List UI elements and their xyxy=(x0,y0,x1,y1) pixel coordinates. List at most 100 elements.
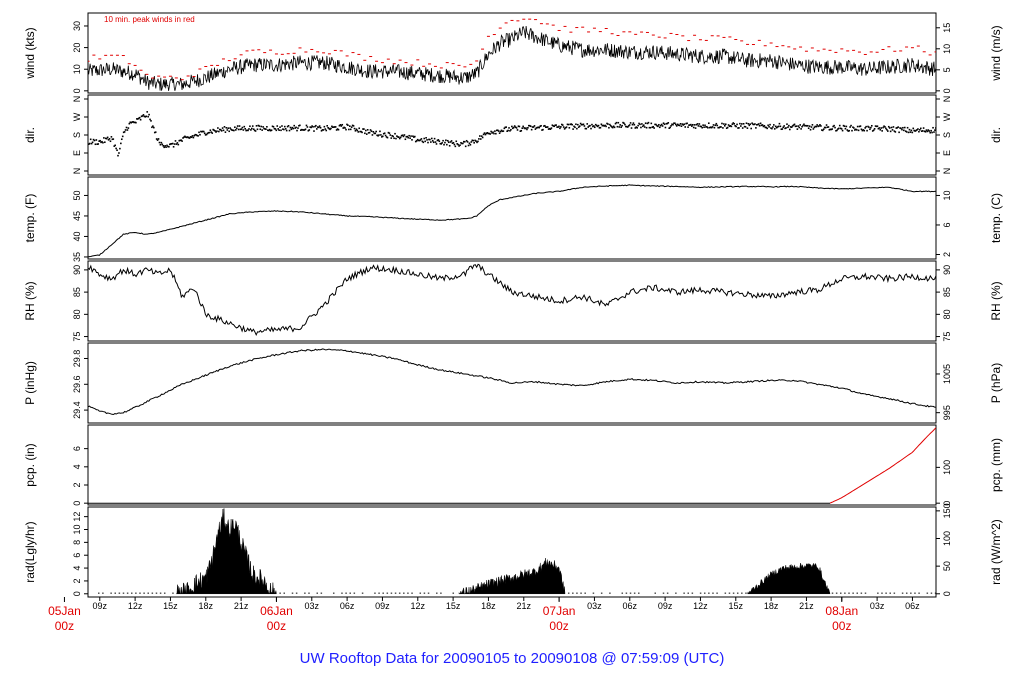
left-axis-label: RH (%) xyxy=(23,281,37,320)
series-dir-0 xyxy=(431,138,433,140)
right-tick-label: 1005 xyxy=(942,364,952,384)
series-dir-0 xyxy=(820,125,822,127)
series-dir-0 xyxy=(825,127,827,129)
series-dir-0 xyxy=(494,130,496,132)
series-dir-0 xyxy=(122,136,124,138)
series-dir-0 xyxy=(566,126,568,128)
series-dir-0 xyxy=(393,137,395,139)
series-dir-0 xyxy=(221,130,223,132)
left-tick-label: 0 xyxy=(72,501,82,506)
series-dir-0 xyxy=(571,124,573,126)
series-dir-0 xyxy=(453,142,455,144)
series-dir-0 xyxy=(349,125,351,127)
series-dir-0 xyxy=(841,128,843,130)
series-dir-0 xyxy=(863,130,865,132)
series-dir-0 xyxy=(95,143,97,145)
series-dir-0 xyxy=(551,127,553,129)
time-tick-label: 18z xyxy=(199,601,214,611)
right-tick-label: 100 xyxy=(942,531,952,546)
series-dir-0 xyxy=(143,114,145,116)
series-dir-0 xyxy=(348,129,350,131)
series-dir-0 xyxy=(745,126,747,128)
series-dir-0 xyxy=(778,126,780,128)
series-dir-0 xyxy=(411,139,413,141)
right-tick-label: E xyxy=(942,150,952,156)
series-dir-0 xyxy=(172,143,174,145)
series-dir-0 xyxy=(848,130,850,132)
series-dir-0 xyxy=(880,127,882,129)
panel-frame xyxy=(88,95,936,175)
series-dir-0 xyxy=(932,127,934,129)
series-dir-0 xyxy=(110,140,112,142)
series-dir-0 xyxy=(918,131,920,133)
series-dir-0 xyxy=(669,127,671,129)
series-dir-0 xyxy=(158,138,160,140)
series-dir-0 xyxy=(648,122,650,124)
series-dir-0 xyxy=(519,126,521,128)
series-dir-0 xyxy=(684,126,686,128)
series-dir-0 xyxy=(210,129,212,131)
series-dir-0 xyxy=(446,144,448,146)
series-dir-0 xyxy=(923,127,925,129)
panel-rh: 7580859075808590RH (%)RH (%) xyxy=(23,261,1003,342)
right-tick-label: N xyxy=(942,96,952,103)
series-dir-0 xyxy=(906,131,908,133)
series-dir-0 xyxy=(260,126,262,128)
series-dir-0 xyxy=(427,142,429,144)
series-dir-0 xyxy=(898,132,900,134)
series-dir-0 xyxy=(605,126,607,128)
series-dir-0 xyxy=(725,123,727,125)
series-dir-0 xyxy=(866,130,868,132)
series-dir-0 xyxy=(675,124,677,126)
series-dir-0 xyxy=(275,128,277,130)
series-dir-0 xyxy=(400,137,402,139)
series-dir-0 xyxy=(870,127,872,129)
series-dir-0 xyxy=(871,125,873,127)
series-dir-0 xyxy=(577,124,579,126)
series-dir-0 xyxy=(422,142,424,144)
series-dir-0 xyxy=(901,129,903,131)
time-tick-label: 12z xyxy=(693,601,708,611)
series-dir-0 xyxy=(904,127,906,129)
right-tick-label: 0 xyxy=(942,88,952,93)
series-dir-0 xyxy=(425,137,427,139)
day-marker-label: 07Jan xyxy=(543,604,576,618)
series-dir-0 xyxy=(856,129,858,131)
series-dir-0 xyxy=(278,129,280,131)
series-dir-0 xyxy=(225,131,227,133)
left-tick-label: W xyxy=(72,112,82,121)
left-tick-label: 85 xyxy=(72,287,82,297)
right-tick-label: 100 xyxy=(942,460,952,475)
time-tick-label: 12z xyxy=(128,601,143,611)
series-dir-0 xyxy=(632,124,634,126)
series-dir-0 xyxy=(228,130,230,132)
series-dir-0 xyxy=(363,128,365,130)
panel-frame xyxy=(88,425,936,505)
panel-rad: 024681012050100150rad(Lgly/hr)rad (W/m^2… xyxy=(23,503,1003,597)
series-dir-0 xyxy=(480,138,482,140)
series-group xyxy=(88,185,936,257)
series-dir-0 xyxy=(248,128,250,130)
series-dir-0 xyxy=(845,128,847,130)
series-dir-0 xyxy=(641,123,643,125)
time-tick-label: 15z xyxy=(163,601,178,611)
left-tick-label: 0 xyxy=(72,88,82,93)
series-rad-1 xyxy=(459,558,565,594)
series-dir-0 xyxy=(505,126,507,128)
series-dir-0 xyxy=(629,124,631,126)
series-dir-0 xyxy=(384,132,386,134)
series-dir-0 xyxy=(662,125,664,127)
series-dir-0 xyxy=(211,132,213,134)
series-dir-0 xyxy=(338,129,340,131)
series-dir-0 xyxy=(601,123,603,125)
series-dir-0 xyxy=(178,144,180,146)
series-dir-0 xyxy=(353,125,355,127)
series-dir-0 xyxy=(455,140,457,142)
series-dir-0 xyxy=(779,123,781,125)
series-dir-0 xyxy=(469,142,471,144)
series-dir-0 xyxy=(471,141,473,143)
left-axis-label: pcp. (in) xyxy=(23,443,37,486)
series-dir-0 xyxy=(746,122,748,124)
series-dir-0 xyxy=(173,146,175,148)
